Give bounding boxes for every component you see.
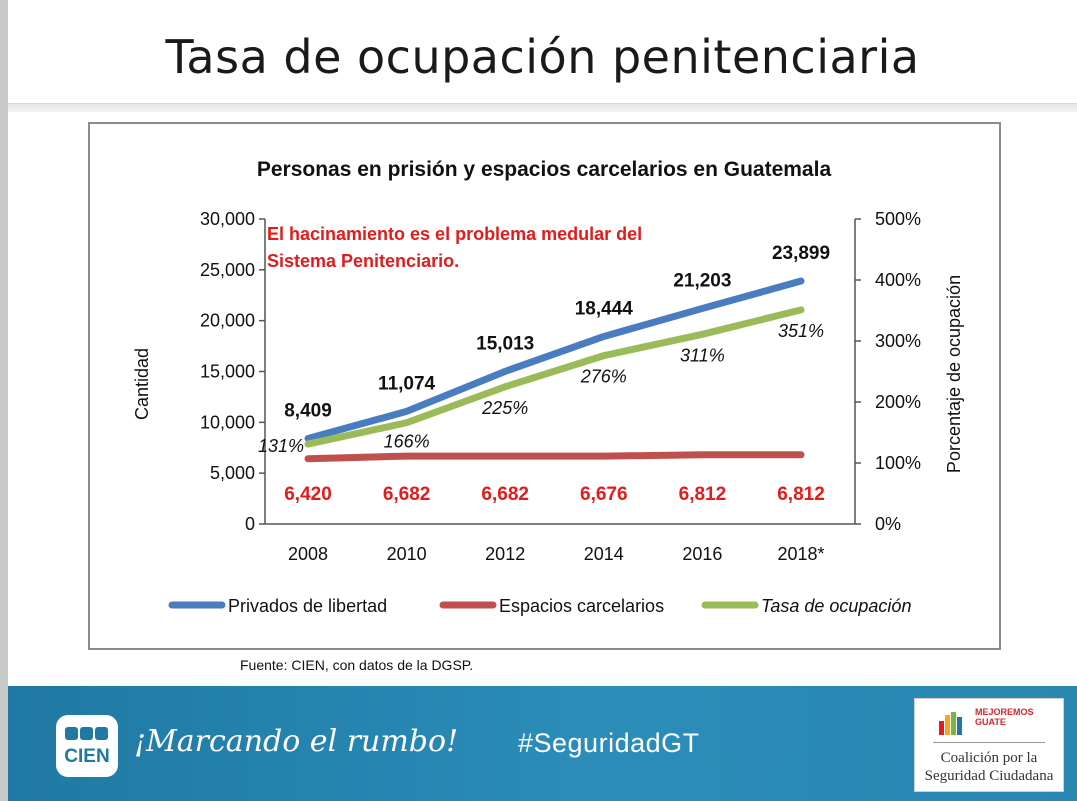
slide: Tasa de ocupación penitenciaria Personas…: [8, 0, 1077, 801]
hand-icon: [939, 712, 962, 735]
espacios-data-label: 6,682: [481, 484, 529, 505]
x-tick-label: 2014: [584, 544, 624, 564]
chart-title: Personas en prisión y espacios carcelari…: [257, 158, 832, 181]
source-note: Fuente: CIEN, con datos de la DGSP.: [240, 657, 474, 673]
partner-name: Coalición por la Seguridad Ciudadana: [915, 749, 1063, 785]
slogan: ¡Marcando el rumbo!: [134, 724, 459, 759]
annotation-line-2: Sistema Penitenciario.: [267, 251, 459, 271]
chart-frame: Personas en prisión y espacios carcelari…: [88, 122, 1001, 650]
slide-title: Tasa de ocupación penitenciaria: [165, 30, 920, 84]
y-tick-label: 20,000: [200, 311, 255, 331]
y2-tick-label: 300%: [875, 331, 921, 351]
privados-data-label: 23,899: [772, 243, 830, 264]
tasa-data-label: 351%: [778, 321, 824, 341]
partner-name-line-1: Coalición por la: [940, 750, 1038, 766]
espacios-data-label: 6,420: [284, 484, 332, 505]
legend-label: Tasa de ocupación: [761, 596, 911, 616]
x-tick-label: 2010: [387, 544, 427, 564]
espacios-data-label: 6,812: [777, 484, 825, 505]
x-tick-label: 2018*: [777, 544, 824, 564]
y-axis-label: Cantidad: [132, 348, 152, 420]
partner-name-line-2: Seguridad Ciudadana: [924, 768, 1054, 784]
privados-line: [304, 277, 805, 443]
partner-divider: [933, 742, 1045, 743]
tasa-data-label: 276%: [580, 367, 627, 387]
y-tick-label: 25,000: [200, 260, 255, 280]
x-tick-label: 2012: [485, 544, 525, 564]
cien-logo-dots: [65, 727, 110, 745]
tasa-data-label: 225%: [481, 398, 528, 418]
espacios-line: [304, 451, 805, 463]
privados-data-label: 8,409: [284, 401, 332, 422]
privados-data-label: 15,013: [476, 333, 534, 354]
x-tick-label: 2016: [682, 544, 722, 564]
footer-banner: CIEN ¡Marcando el rumbo! #SeguridadGT ME…: [8, 686, 1077, 801]
privados-data-label: 21,203: [673, 270, 731, 291]
y2-axis-label: Porcentaje de ocupación: [944, 275, 964, 473]
tasa-data-label: 131%: [258, 436, 304, 456]
tasa-line: [304, 306, 805, 448]
legend-label: Privados de libertad: [228, 596, 387, 616]
cien-logo-text: CIEN: [64, 746, 110, 767]
y-tick-label: 5,000: [210, 463, 255, 483]
partner-brand: MEJOREMOS GUATE: [975, 707, 1034, 727]
y-tick-label: 30,000: [200, 209, 255, 229]
y2-tick-label: 400%: [875, 270, 921, 290]
chart: Personas en prisión y espacios carcelari…: [132, 158, 964, 616]
annotation-line-1: El hacinamiento es el problema medular d…: [267, 224, 642, 244]
title-divider: [8, 103, 1077, 112]
cien-logo: CIEN: [56, 715, 118, 777]
privados-data-label: 11,074: [378, 373, 435, 394]
espacios-data-label: 6,682: [383, 484, 431, 505]
y-tick-label: 10,000: [200, 412, 255, 432]
y-tick-label: 0: [245, 514, 255, 534]
espacios-data-label: 6,812: [679, 484, 727, 505]
y-tick-label: 15,000: [200, 362, 255, 382]
tasa-data-label: 311%: [680, 345, 725, 365]
y2-tick-label: 0%: [875, 514, 901, 534]
y2-tick-label: 100%: [875, 453, 921, 473]
y2-tick-label: 200%: [875, 392, 921, 412]
espacios-data-label: 6,676: [580, 484, 628, 505]
x-tick-label: 2008: [288, 544, 328, 564]
y2-tick-label: 500%: [875, 209, 921, 229]
legend-label: Espacios carcelarios: [499, 596, 664, 616]
tasa-data-label: 166%: [384, 432, 430, 452]
partner-logo: MEJOREMOS GUATE Coalición por la Segurid…: [914, 698, 1064, 792]
hashtag: #SeguridadGT: [518, 728, 700, 758]
privados-data-label: 18,444: [575, 298, 634, 319]
